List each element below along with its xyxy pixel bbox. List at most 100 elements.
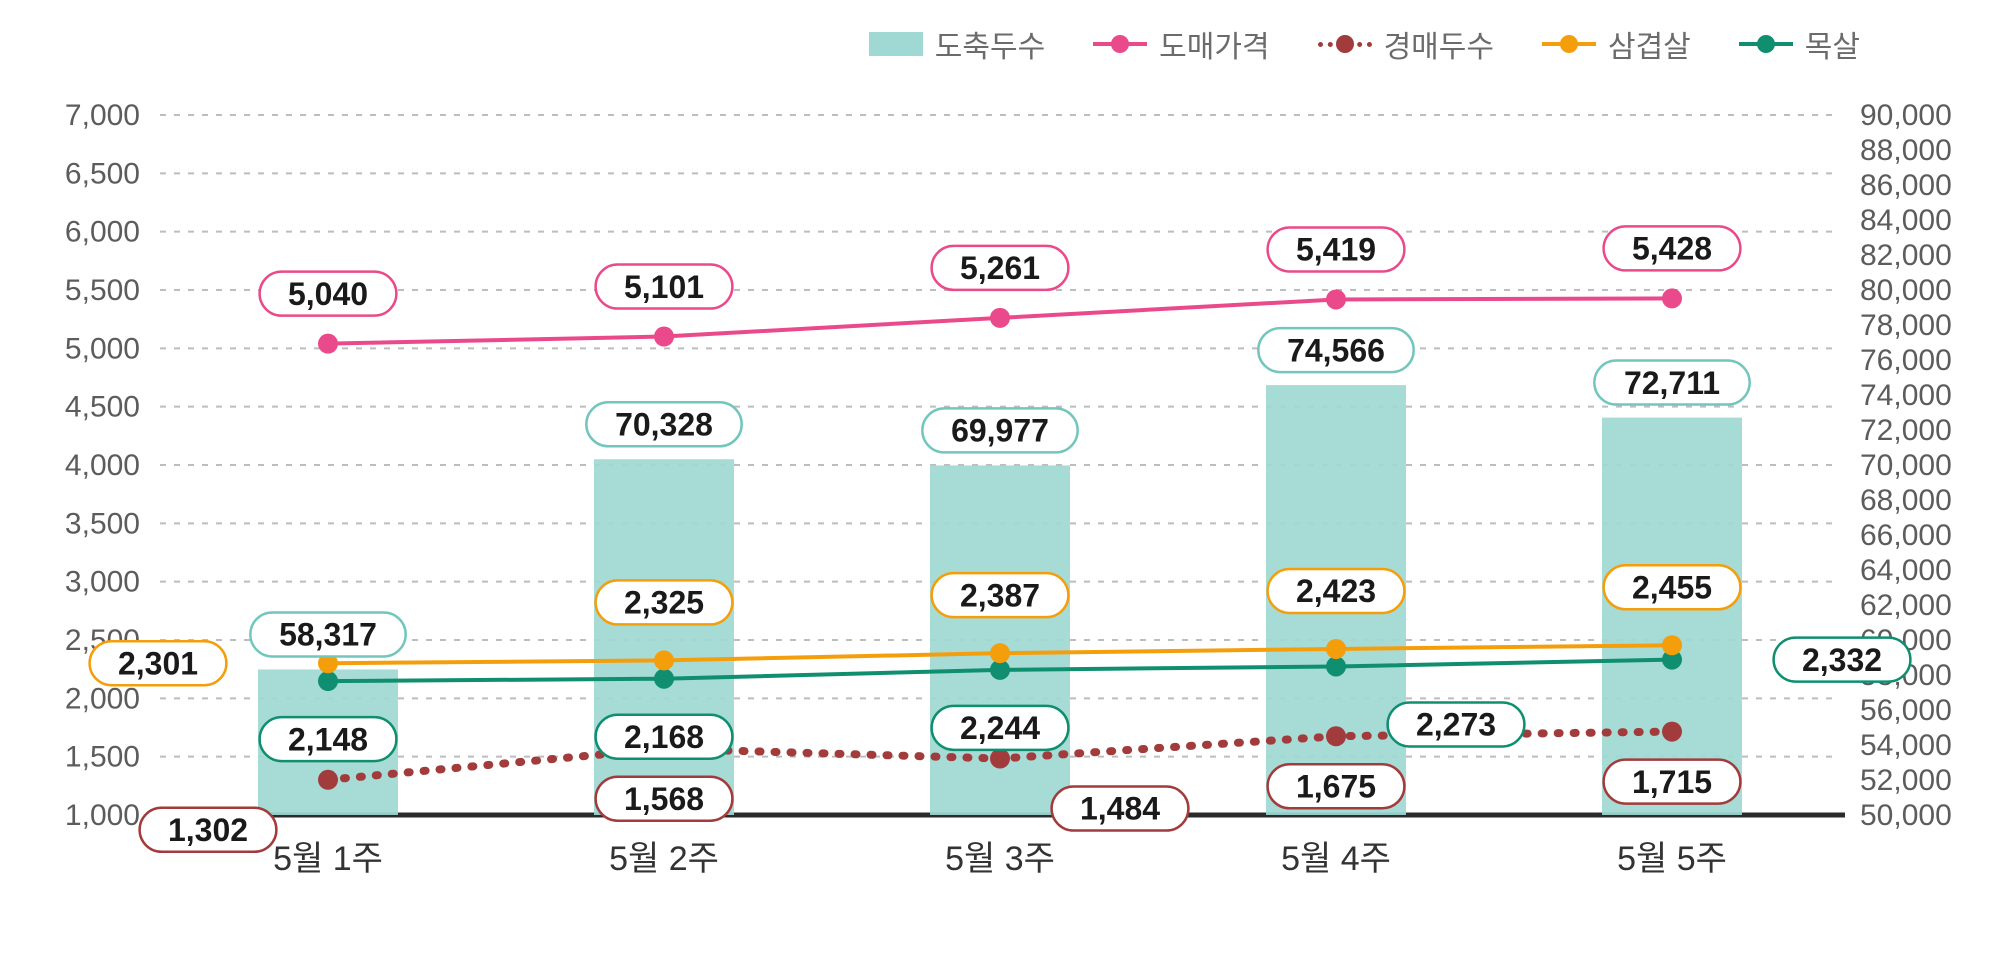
svg-text:1,484: 1,484	[1080, 791, 1160, 827]
pill-wholesale: 5,261	[932, 246, 1069, 290]
chart-container: 도축두수 도매가격 경매두수 삼겹살 목살 1,0001,5002,0002,5003,…	[0, 0, 2000, 962]
legend-label: 도매가격	[1159, 22, 1269, 66]
y-left-label: 5,000	[65, 332, 140, 365]
legend-item-moksal: 목살	[1739, 22, 1860, 66]
series-marker-wholesale	[654, 327, 674, 347]
y-right-label: 56,000	[1860, 694, 1952, 727]
legend-label: 목살	[1805, 22, 1860, 66]
svg-text:58,317: 58,317	[279, 617, 377, 653]
series-marker-samgyeop	[1326, 639, 1346, 659]
legend-item-bars: 도축두수	[869, 22, 1045, 66]
svg-text:2,273: 2,273	[1416, 707, 1496, 743]
y-right-label: 82,000	[1860, 239, 1952, 272]
y-right-label: 88,000	[1860, 134, 1952, 167]
svg-text:5,428: 5,428	[1632, 231, 1712, 267]
series-marker-auction	[1326, 726, 1346, 746]
y-left-label: 6,500	[65, 157, 140, 190]
y-right-label: 50,000	[1860, 799, 1952, 832]
series-marker-wholesale	[318, 334, 338, 354]
y-left-label: 6,000	[65, 216, 140, 249]
series-marker-samgyeop	[1662, 635, 1682, 655]
svg-text:1,568: 1,568	[624, 781, 704, 817]
bar	[1602, 418, 1742, 815]
svg-text:1,675: 1,675	[1296, 768, 1376, 804]
svg-text:2,455: 2,455	[1632, 569, 1712, 605]
y-left-label: 4,500	[65, 391, 140, 424]
pill-bars: 72,711	[1594, 361, 1749, 405]
legend-label: 경매두수	[1384, 22, 1494, 66]
legend-label: 삼겹살	[1608, 22, 1691, 66]
legend-item-auction: 경매두수	[1318, 22, 1494, 66]
y-right-label: 70,000	[1860, 449, 1952, 482]
legend-label: 도축두수	[935, 22, 1045, 66]
svg-text:2,244: 2,244	[960, 710, 1040, 746]
pill-moksal: 2,332	[1774, 638, 1911, 682]
y-right-label: 90,000	[1860, 99, 1952, 132]
x-category-label: 5월 5주	[1617, 840, 1727, 878]
x-category-label: 5월 4주	[1281, 840, 1391, 878]
x-category-label: 5월 1주	[273, 840, 383, 878]
x-category-label: 5월 3주	[945, 840, 1055, 878]
y-left-label: 1,000	[65, 799, 140, 832]
y-left-label: 4,000	[65, 449, 140, 482]
series-marker-wholesale	[990, 308, 1010, 328]
svg-text:2,325: 2,325	[624, 585, 704, 621]
svg-text:2,332: 2,332	[1802, 642, 1882, 678]
legend-swatch-line	[1542, 32, 1596, 56]
series-marker-auction	[1662, 722, 1682, 742]
svg-text:74,566: 74,566	[1287, 332, 1385, 368]
y-right-label: 80,000	[1860, 274, 1952, 307]
y-left-label: 2,000	[65, 682, 140, 715]
y-left-label: 7,000	[65, 99, 140, 132]
series-marker-wholesale	[1326, 289, 1346, 309]
pill-bars: 70,328	[586, 402, 741, 446]
svg-text:5,419: 5,419	[1296, 232, 1376, 268]
y-right-label: 74,000	[1860, 379, 1952, 412]
pill-moksal: 2,244	[932, 706, 1069, 750]
y-left-label: 5,500	[65, 274, 140, 307]
svg-text:2,301: 2,301	[118, 645, 198, 681]
series-marker-moksal	[654, 669, 674, 689]
y-right-label: 84,000	[1860, 204, 1952, 237]
series-marker-auction	[990, 749, 1010, 769]
pill-samgyeop: 2,325	[596, 580, 733, 624]
svg-text:2,387: 2,387	[960, 577, 1040, 613]
y-right-label: 66,000	[1860, 519, 1952, 552]
y-right-label: 64,000	[1860, 554, 1952, 587]
svg-text:5,040: 5,040	[288, 276, 368, 312]
series-marker-moksal	[1326, 656, 1346, 676]
pill-moksal: 2,148	[260, 717, 397, 761]
svg-text:5,261: 5,261	[960, 250, 1040, 286]
pill-auction: 1,568	[596, 777, 733, 821]
legend-swatch-line	[1093, 32, 1147, 56]
svg-text:5,101: 5,101	[624, 269, 704, 305]
pill-moksal: 2,168	[596, 715, 733, 759]
pill-bars: 58,317	[250, 612, 405, 656]
series-marker-samgyeop	[654, 650, 674, 670]
pill-wholesale: 5,101	[596, 265, 733, 309]
legend-item-wholesale: 도매가격	[1093, 22, 1269, 66]
legend: 도축두수 도매가격 경매두수 삼겹살 목살	[869, 22, 1860, 66]
legend-swatch-line	[1318, 32, 1372, 56]
pill-samgyeop: 2,387	[932, 573, 1069, 617]
svg-text:69,977: 69,977	[951, 413, 1049, 449]
pill-auction: 1,715	[1604, 760, 1741, 804]
legend-swatch-line	[1739, 32, 1793, 56]
svg-text:1,715: 1,715	[1632, 764, 1712, 800]
y-left-label: 3,000	[65, 566, 140, 599]
x-category-label: 5월 2주	[609, 840, 719, 878]
svg-text:2,168: 2,168	[624, 719, 704, 755]
chart-svg: 1,0001,5002,0002,5003,0003,5004,0004,500…	[0, 0, 2000, 962]
y-right-label: 76,000	[1860, 344, 1952, 377]
pill-samgyeop: 2,455	[1604, 565, 1741, 609]
bar	[594, 459, 734, 815]
series-marker-auction	[318, 770, 338, 790]
legend-swatch-bar	[869, 32, 923, 56]
pill-wholesale: 5,419	[1268, 227, 1405, 271]
svg-text:2,423: 2,423	[1296, 573, 1376, 609]
svg-text:2,148: 2,148	[288, 721, 368, 757]
series-marker-wholesale	[1662, 288, 1682, 308]
svg-text:72,711: 72,711	[1624, 365, 1720, 401]
y-left-label: 3,500	[65, 507, 140, 540]
y-right-label: 68,000	[1860, 484, 1952, 517]
